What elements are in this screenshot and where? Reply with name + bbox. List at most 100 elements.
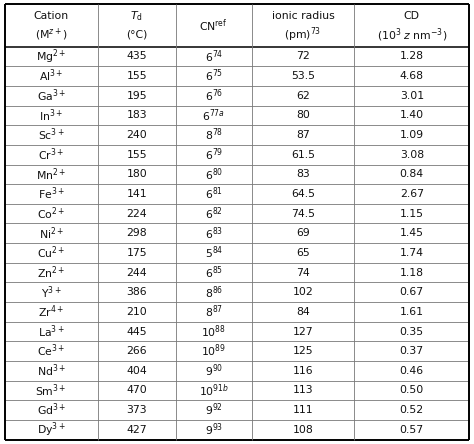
Text: (°C): (°C): [126, 30, 147, 40]
Text: 470: 470: [127, 385, 147, 396]
Text: 6$^{80}$: 6$^{80}$: [205, 166, 223, 182]
Text: 6$^{83}$: 6$^{83}$: [205, 225, 223, 242]
Text: Cu$^{2+}$: Cu$^{2+}$: [37, 245, 65, 261]
Text: 74.5: 74.5: [291, 209, 315, 218]
Text: $T_{\rm d}$: $T_{\rm d}$: [130, 9, 143, 23]
Text: 125: 125: [293, 346, 313, 356]
Text: 69: 69: [296, 228, 310, 238]
Text: CD: CD: [404, 11, 420, 21]
Text: 62: 62: [296, 91, 310, 101]
Text: Gd$^{3+}$: Gd$^{3+}$: [36, 402, 66, 418]
Text: 155: 155: [127, 71, 147, 81]
Text: In$^{3+}$: In$^{3+}$: [39, 107, 63, 124]
Text: Nd$^{3+}$: Nd$^{3+}$: [36, 362, 66, 379]
Text: 116: 116: [293, 366, 313, 376]
Text: 102: 102: [292, 287, 313, 297]
Text: 6$^{82}$: 6$^{82}$: [205, 205, 223, 222]
Text: 8$^{86}$: 8$^{86}$: [205, 284, 223, 301]
Text: 1.61: 1.61: [400, 307, 424, 317]
Text: Ce$^{3+}$: Ce$^{3+}$: [37, 343, 65, 360]
Text: 1.09: 1.09: [400, 130, 424, 140]
Text: 4.68: 4.68: [400, 71, 424, 81]
Text: Zn$^{2+}$: Zn$^{2+}$: [37, 264, 65, 281]
Text: Ni$^{2+}$: Ni$^{2+}$: [38, 225, 64, 242]
Text: Sm$^{3+}$: Sm$^{3+}$: [36, 382, 67, 399]
Text: 0.35: 0.35: [400, 326, 424, 337]
Text: 0.46: 0.46: [400, 366, 424, 376]
Text: (10$^{3}$ $z$ nm$^{-3}$): (10$^{3}$ $z$ nm$^{-3}$): [377, 26, 447, 44]
Text: 195: 195: [127, 91, 147, 101]
Text: 6$^{77a}$: 6$^{77a}$: [202, 107, 225, 124]
Text: 155: 155: [127, 150, 147, 160]
Text: 8$^{78}$: 8$^{78}$: [205, 127, 223, 143]
Text: 111: 111: [293, 405, 313, 415]
Text: 80: 80: [296, 111, 310, 120]
Text: 1.18: 1.18: [400, 268, 424, 278]
Text: 5$^{84}$: 5$^{84}$: [205, 245, 223, 261]
Text: Co$^{2+}$: Co$^{2+}$: [37, 205, 65, 222]
Text: 0.52: 0.52: [400, 405, 424, 415]
Text: (pm)$^{73}$: (pm)$^{73}$: [284, 26, 321, 44]
Text: 2.67: 2.67: [400, 189, 424, 199]
Text: 83: 83: [296, 169, 310, 179]
Text: 84: 84: [296, 307, 310, 317]
Text: Zr$^{4+}$: Zr$^{4+}$: [38, 304, 64, 320]
Text: 210: 210: [127, 307, 147, 317]
Text: 6$^{85}$: 6$^{85}$: [205, 264, 223, 281]
Text: 108: 108: [292, 425, 313, 435]
Text: 141: 141: [127, 189, 147, 199]
Text: 240: 240: [127, 130, 147, 140]
Text: Fe$^{3+}$: Fe$^{3+}$: [38, 186, 64, 202]
Text: 435: 435: [127, 52, 147, 61]
Text: 175: 175: [127, 248, 147, 258]
Text: 6$^{74}$: 6$^{74}$: [205, 48, 223, 65]
Text: Cation: Cation: [34, 11, 69, 21]
Text: 9$^{92}$: 9$^{92}$: [205, 402, 223, 418]
Text: 9$^{93}$: 9$^{93}$: [205, 421, 223, 438]
Text: Mn$^{2+}$: Mn$^{2+}$: [36, 166, 66, 182]
Text: 10$^{89}$: 10$^{89}$: [201, 343, 227, 360]
Text: 6$^{81}$: 6$^{81}$: [205, 186, 223, 202]
Text: 445: 445: [127, 326, 147, 337]
Text: 127: 127: [293, 326, 313, 337]
Text: 0.57: 0.57: [400, 425, 424, 435]
Text: 74: 74: [296, 268, 310, 278]
Text: Ga$^{3+}$: Ga$^{3+}$: [36, 87, 66, 104]
Text: 72: 72: [296, 52, 310, 61]
Text: 266: 266: [127, 346, 147, 356]
Text: Mg$^{2+}$: Mg$^{2+}$: [36, 47, 66, 66]
Text: Y$^{3+}$: Y$^{3+}$: [41, 284, 62, 301]
Text: Cr$^{3+}$: Cr$^{3+}$: [38, 147, 64, 163]
Text: Al$^{3+}$: Al$^{3+}$: [39, 68, 64, 84]
Text: CN$^{\rm ref}$: CN$^{\rm ref}$: [200, 17, 228, 34]
Text: 183: 183: [127, 111, 147, 120]
Text: 64.5: 64.5: [291, 189, 315, 199]
Text: 1.74: 1.74: [400, 248, 424, 258]
Text: 1.45: 1.45: [400, 228, 424, 238]
Text: 298: 298: [127, 228, 147, 238]
Text: 224: 224: [127, 209, 147, 218]
Text: 0.50: 0.50: [400, 385, 424, 396]
Text: 10$^{88}$: 10$^{88}$: [201, 323, 226, 340]
Text: 404: 404: [127, 366, 147, 376]
Text: 6$^{75}$: 6$^{75}$: [205, 68, 223, 84]
Text: ionic radius: ionic radius: [272, 11, 334, 21]
Text: 8$^{87}$: 8$^{87}$: [205, 304, 223, 320]
Text: 9$^{90}$: 9$^{90}$: [205, 362, 223, 379]
Text: Dy$^{3+}$: Dy$^{3+}$: [37, 420, 65, 439]
Text: 427: 427: [127, 425, 147, 435]
Text: 3.08: 3.08: [400, 150, 424, 160]
Text: 373: 373: [127, 405, 147, 415]
Text: La$^{3+}$: La$^{3+}$: [38, 323, 64, 340]
Text: 65: 65: [296, 248, 310, 258]
Text: 386: 386: [127, 287, 147, 297]
Text: 0.67: 0.67: [400, 287, 424, 297]
Text: Sc$^{3+}$: Sc$^{3+}$: [38, 127, 64, 143]
Text: 0.84: 0.84: [400, 169, 424, 179]
Text: 0.37: 0.37: [400, 346, 424, 356]
Text: 1.28: 1.28: [400, 52, 424, 61]
Text: 180: 180: [127, 169, 147, 179]
Text: 87: 87: [296, 130, 310, 140]
Text: 61.5: 61.5: [291, 150, 315, 160]
Text: (M$^{z+}$): (M$^{z+}$): [35, 27, 67, 43]
